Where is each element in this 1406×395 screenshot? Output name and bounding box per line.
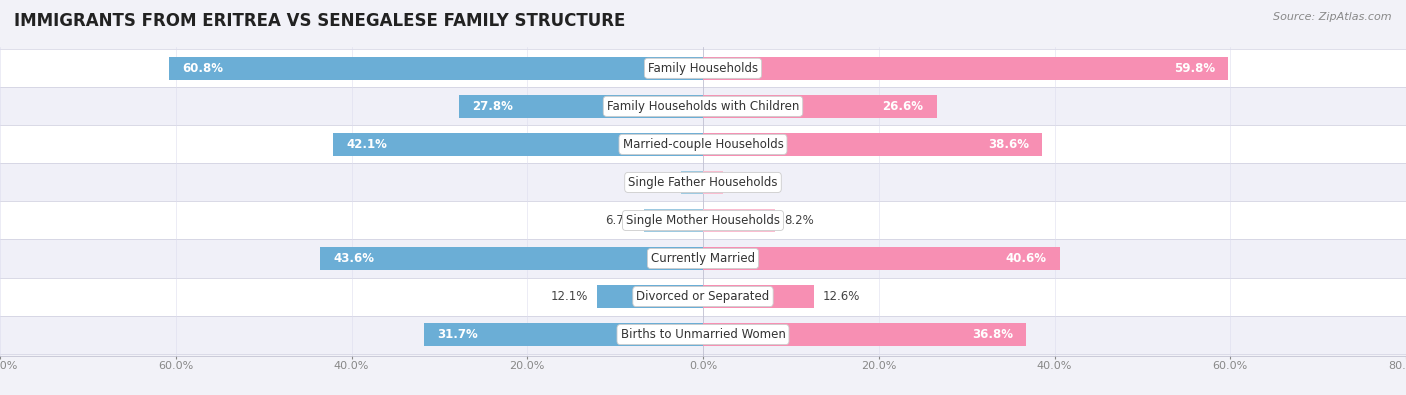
Text: Family Households with Children: Family Households with Children — [607, 100, 799, 113]
Bar — [333, 133, 703, 156]
Text: 12.1%: 12.1% — [551, 290, 588, 303]
Text: Single Mother Households: Single Mother Households — [626, 214, 780, 227]
Text: Single Father Households: Single Father Households — [628, 176, 778, 189]
FancyBboxPatch shape — [0, 316, 1406, 354]
Text: 2.3%: 2.3% — [733, 176, 762, 189]
Text: IMMIGRANTS FROM ERITREA VS SENEGALESE FAMILY STRUCTURE: IMMIGRANTS FROM ERITREA VS SENEGALESE FA… — [14, 12, 626, 30]
Text: 6.7%: 6.7% — [606, 214, 636, 227]
Text: Married-couple Households: Married-couple Households — [623, 138, 783, 151]
Text: Family Households: Family Households — [648, 62, 758, 75]
Bar — [321, 247, 703, 270]
Bar — [703, 323, 1026, 346]
Text: 60.8%: 60.8% — [181, 62, 224, 75]
Text: 12.6%: 12.6% — [823, 290, 860, 303]
FancyBboxPatch shape — [0, 201, 1406, 239]
Text: 8.2%: 8.2% — [785, 214, 814, 227]
Text: 26.6%: 26.6% — [883, 100, 924, 113]
FancyBboxPatch shape — [0, 125, 1406, 164]
Bar — [169, 56, 703, 80]
Text: 27.8%: 27.8% — [472, 100, 513, 113]
Text: 40.6%: 40.6% — [1005, 252, 1046, 265]
Bar — [703, 133, 1042, 156]
Text: 59.8%: 59.8% — [1174, 62, 1215, 75]
Bar — [703, 171, 723, 194]
FancyBboxPatch shape — [0, 239, 1406, 278]
FancyBboxPatch shape — [0, 87, 1406, 125]
Text: 36.8%: 36.8% — [972, 328, 1014, 341]
Bar — [703, 94, 936, 118]
Text: Divorced or Separated: Divorced or Separated — [637, 290, 769, 303]
Text: 2.5%: 2.5% — [643, 176, 672, 189]
Bar — [596, 285, 703, 308]
Bar — [703, 247, 1060, 270]
Bar — [458, 94, 703, 118]
Text: Births to Unmarried Women: Births to Unmarried Women — [620, 328, 786, 341]
FancyBboxPatch shape — [0, 278, 1406, 316]
Bar — [703, 209, 775, 232]
Text: 42.1%: 42.1% — [346, 138, 387, 151]
Bar — [703, 56, 1229, 80]
Bar — [425, 323, 703, 346]
Text: 38.6%: 38.6% — [988, 138, 1029, 151]
Bar — [703, 285, 814, 308]
Text: Source: ZipAtlas.com: Source: ZipAtlas.com — [1274, 12, 1392, 22]
Text: 43.6%: 43.6% — [333, 252, 374, 265]
FancyBboxPatch shape — [0, 49, 1406, 87]
Bar — [644, 209, 703, 232]
Text: Currently Married: Currently Married — [651, 252, 755, 265]
FancyBboxPatch shape — [0, 164, 1406, 201]
Text: 31.7%: 31.7% — [437, 328, 478, 341]
Bar — [681, 171, 703, 194]
